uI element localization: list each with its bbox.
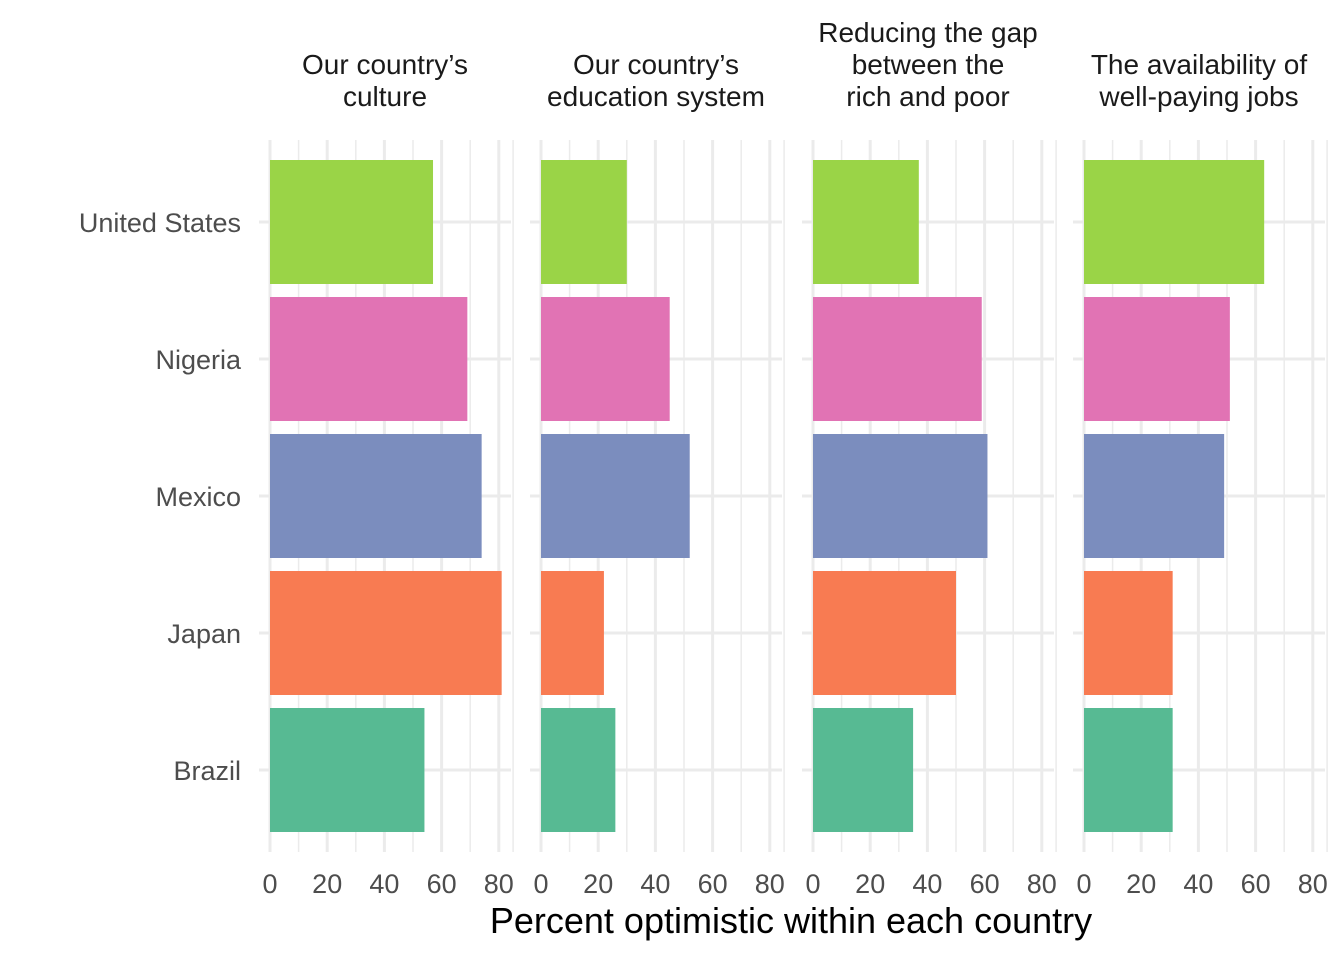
x-tick-label: 0 [533, 869, 548, 899]
bar-brazil [1084, 708, 1173, 832]
facet-title: Reducing the gap between the rich and poor [818, 17, 1038, 112]
bar-nigeria [1084, 297, 1230, 421]
x-tick-label: 20 [855, 869, 885, 899]
facet-title: The availability of well-paying jobs [1091, 49, 1308, 112]
x-tick-label: 40 [369, 869, 399, 899]
labels: Our country’s culture 0 20 40 60 80 Our country… [79, 17, 1328, 899]
bar-japan [541, 571, 604, 695]
x-tick-label: 80 [1298, 869, 1328, 899]
bar-mexico [270, 434, 482, 558]
bar-brazil [270, 708, 425, 832]
bar-japan [270, 571, 502, 695]
bar-japan [1084, 571, 1173, 695]
x-tick-label: 20 [1126, 869, 1156, 899]
category-label: Brazil [173, 756, 241, 786]
category-label: Mexico [155, 482, 241, 512]
x-axis-title: Percent optimistic within each country [490, 900, 1092, 941]
x-tick-label: 0 [262, 869, 277, 899]
x-tick-label: 80 [484, 869, 514, 899]
bar-united-states [813, 160, 919, 284]
bar-united-states [541, 160, 627, 284]
bar-japan [813, 571, 956, 695]
x-tick-label: 20 [583, 869, 613, 899]
bar-mexico [1084, 434, 1225, 558]
x-tick-label: 20 [312, 869, 342, 899]
bar-mexico [541, 434, 690, 558]
x-tick-label: 60 [698, 869, 728, 899]
bar-brazil [541, 708, 616, 832]
bars [270, 160, 1265, 832]
bar-united-states [1084, 160, 1265, 284]
facet-title: Our country’s education system [547, 49, 765, 112]
x-tick-label: 0 [1076, 869, 1091, 899]
facet-title: Our country’s culture [302, 49, 468, 112]
x-tick-label: 40 [1183, 869, 1213, 899]
bar-united-states [270, 160, 434, 284]
x-tick-label: 80 [755, 869, 785, 899]
x-tick-label: 60 [970, 869, 1000, 899]
x-tick-label: 60 [1241, 869, 1271, 899]
x-tick-label: 80 [1027, 869, 1057, 899]
category-label: Nigeria [155, 345, 242, 375]
bar-nigeria [270, 297, 468, 421]
bar-nigeria [541, 297, 670, 421]
bar-nigeria [813, 297, 982, 421]
x-tick-label: 60 [427, 869, 457, 899]
category-label: Japan [167, 619, 241, 649]
bar-brazil [813, 708, 914, 832]
x-tick-label: 0 [805, 869, 820, 899]
category-label: United States [79, 208, 241, 238]
x-tick-label: 40 [912, 869, 942, 899]
x-tick-label: 40 [640, 869, 670, 899]
bar-mexico [813, 434, 988, 558]
